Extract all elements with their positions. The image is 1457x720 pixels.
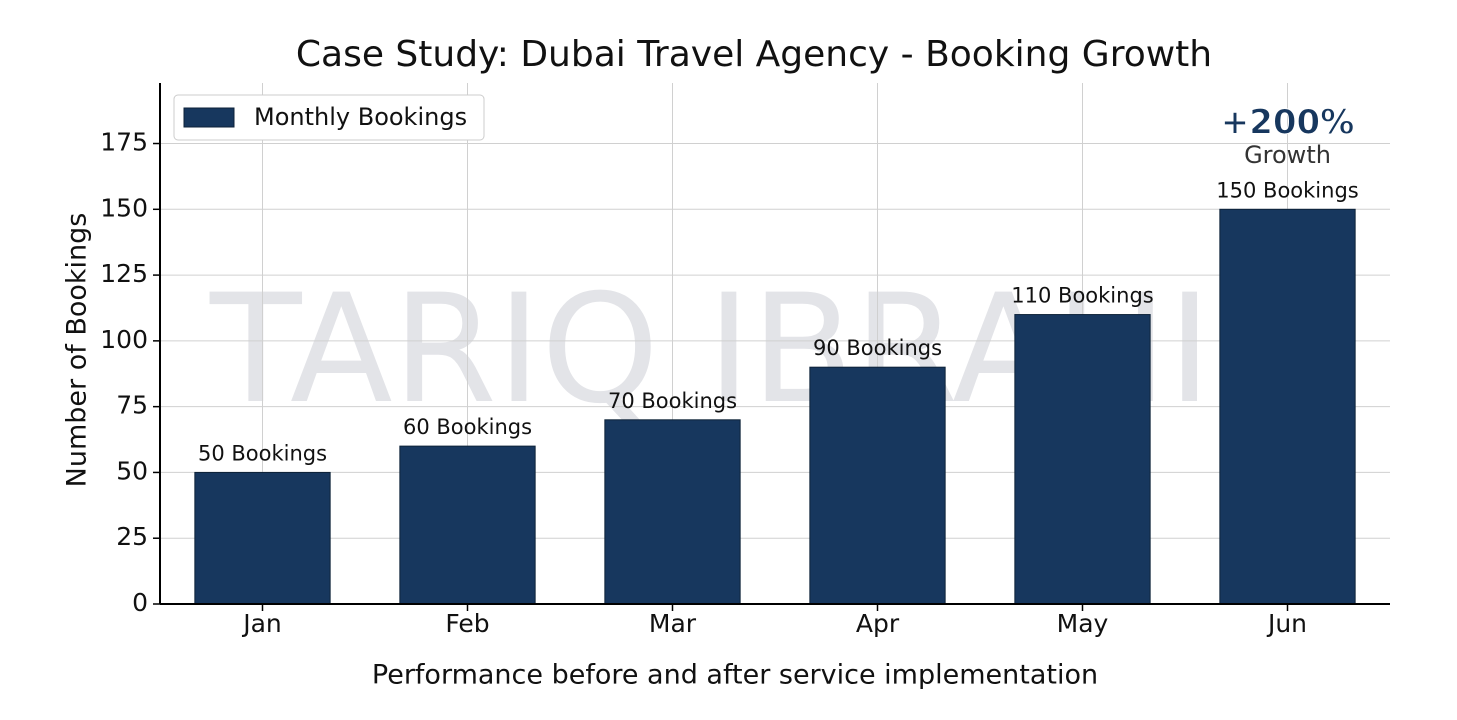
y-tick-label: 0 — [132, 588, 148, 617]
y-tick-label: 50 — [116, 456, 148, 485]
value-label: 110 Bookings — [1011, 284, 1153, 308]
bar — [809, 366, 946, 605]
x-tick-label: May — [1057, 609, 1109, 638]
value-label: 50 Bookings — [198, 441, 327, 465]
legend-box — [173, 94, 485, 141]
y-tick-label: 175 — [100, 128, 148, 157]
x-tick-label: Jan — [241, 609, 282, 638]
x-tick-label: Apr — [856, 609, 900, 638]
y-tick-label: 25 — [116, 522, 148, 551]
value-label: 60 Bookings — [403, 415, 532, 439]
value-label: 70 Bookings — [608, 389, 737, 413]
chart-title: Case Study: Dubai Travel Agency - Bookin… — [296, 34, 1212, 75]
x-tick-label: Mar — [649, 609, 697, 638]
annotation-headline: +200% — [1221, 103, 1355, 143]
x-axis-label: Performance before and after service imp… — [372, 660, 1098, 691]
bar — [1014, 314, 1151, 605]
y-tick-label: 75 — [116, 391, 148, 420]
x-tick-label: Feb — [445, 609, 489, 638]
y-tick-label: 125 — [100, 259, 148, 288]
y-axis-label: Number of Bookings — [62, 213, 93, 488]
y-tick-label: 100 — [100, 325, 148, 354]
legend-label: Monthly Bookings — [254, 103, 467, 131]
bar — [399, 445, 536, 605]
x-tick-label: Jun — [1266, 609, 1307, 638]
value-label: 150 Bookings — [1216, 178, 1358, 202]
annotation-text: Growth — [1244, 141, 1331, 169]
watermark: TARIQ IBRAHIM — [209, 263, 1341, 437]
bar — [604, 419, 741, 605]
bar — [194, 471, 331, 605]
legend: Monthly Bookings — [173, 94, 485, 141]
value-label: 90 Bookings — [813, 336, 942, 360]
legend-swatch — [183, 107, 235, 128]
y-tick-label: 150 — [100, 193, 148, 222]
bar — [1219, 208, 1356, 605]
